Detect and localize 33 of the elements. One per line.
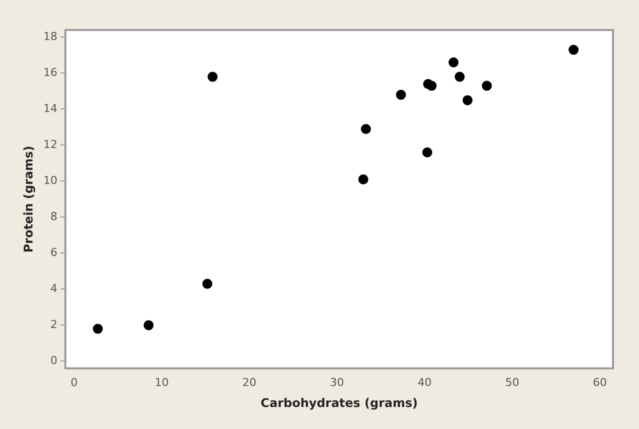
point (92, 324, 103, 334)
y-tick-label: 4 (50, 282, 58, 296)
x-tick-label: 20 (242, 376, 256, 389)
point (454, 72, 465, 82)
y-tick-label: 12 (43, 138, 58, 152)
point (426, 80, 437, 91)
y-tick-label: 2 (50, 318, 58, 332)
y-tick-label: 18 (43, 30, 58, 44)
point (396, 90, 406, 100)
y-axis-title: Protein (grams) (21, 146, 36, 253)
point (422, 147, 432, 158)
point (462, 95, 473, 106)
x-tick-label: 30 (330, 376, 344, 389)
x-tick-label: 10 (154, 376, 169, 389)
x-tick-label: 60 (592, 376, 607, 389)
point (482, 80, 492, 91)
y-tick-label: 0 (50, 354, 58, 368)
y-tick-label: 14 (43, 102, 58, 116)
point (448, 57, 459, 68)
point (358, 174, 368, 184)
point (208, 72, 218, 82)
point (144, 320, 154, 330)
point (568, 44, 579, 55)
x-tick-label: 50 (505, 376, 520, 389)
y-tick-label: 10 (43, 174, 58, 188)
y-tick-label: 16 (43, 66, 58, 80)
x-axis-title: Carbohydrates (grams) (260, 396, 418, 410)
x-tick-label: 0 (70, 376, 78, 389)
x-tick-label: 40 (418, 376, 432, 389)
y-tick-label: 8 (50, 210, 58, 224)
y-tick-label: 6 (50, 246, 58, 260)
point (202, 278, 212, 289)
point (360, 124, 371, 134)
